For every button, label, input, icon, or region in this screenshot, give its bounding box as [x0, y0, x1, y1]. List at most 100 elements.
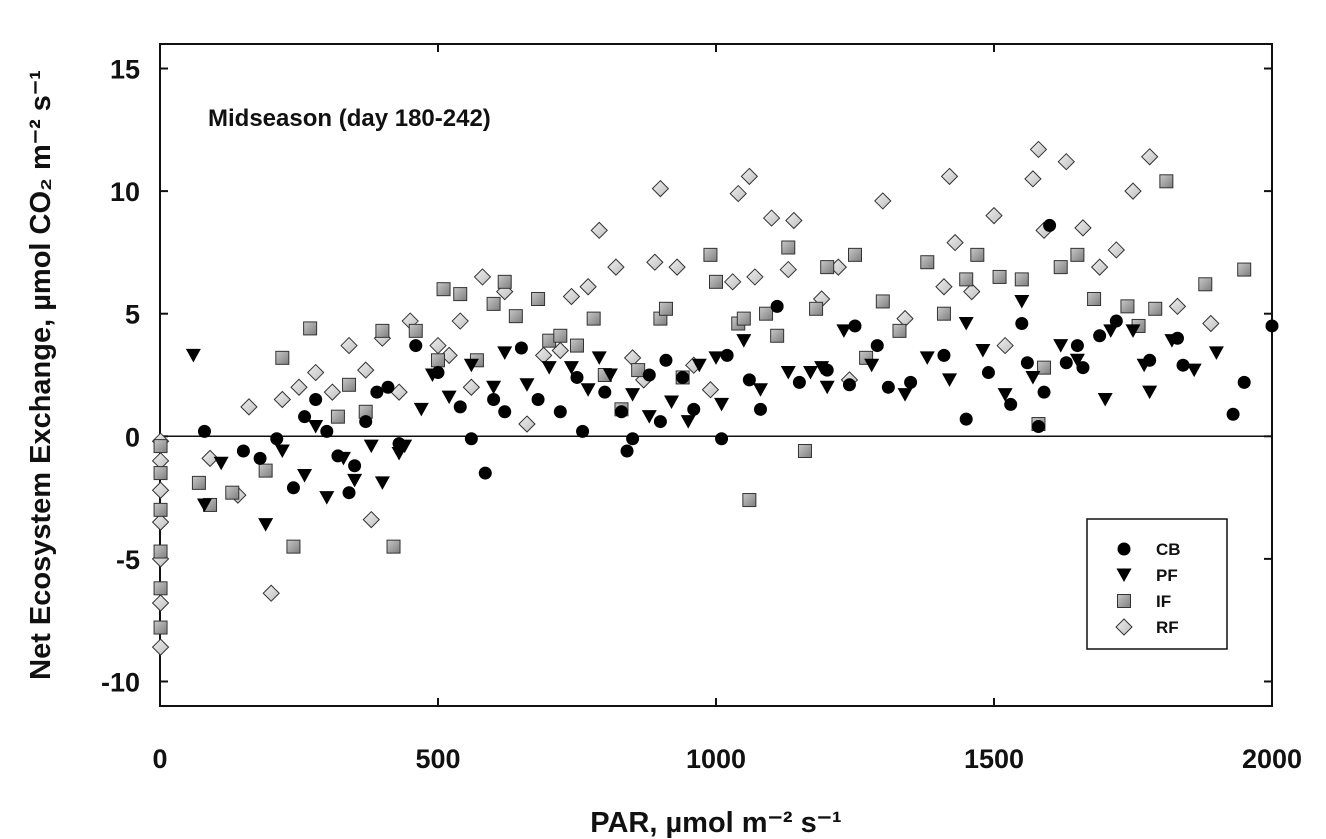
data-point-rf — [362, 510, 380, 529]
data-point-cb — [478, 466, 492, 480]
data-point-cb — [753, 402, 767, 416]
data-point-cb — [531, 393, 545, 407]
data-point-if — [1037, 360, 1052, 375]
data-point-rf — [579, 278, 597, 296]
data-point-rf — [323, 383, 342, 401]
legend-label-if: IF — [1156, 592, 1171, 611]
data-point-cb — [298, 410, 312, 424]
data-point-pf — [1142, 385, 1158, 400]
y-tick-label: 10 — [110, 177, 140, 207]
x-tick-label: 500 — [415, 744, 460, 774]
data-point-cb — [286, 481, 300, 495]
legend-label-rf: RF — [1156, 618, 1179, 637]
data-point-cb — [197, 424, 211, 438]
data-point-cb — [1226, 407, 1240, 421]
data-point-rf — [1124, 182, 1142, 200]
y-tick-label: -5 — [116, 545, 140, 575]
x-tick-label: 0 — [152, 744, 167, 774]
data-point-rf — [668, 258, 686, 276]
data-point-rf — [551, 341, 570, 360]
data-point-cb — [598, 385, 612, 399]
data-point-cb — [881, 380, 895, 394]
y-tick-label: 0 — [125, 422, 140, 452]
data-point-rf — [151, 594, 170, 612]
data-point-cb — [453, 400, 467, 414]
data-point-pf — [308, 419, 324, 434]
data-point-pf — [625, 388, 641, 402]
data-point-cb — [409, 339, 423, 353]
data-point-rf — [1029, 140, 1048, 159]
data-point-cb — [1059, 356, 1073, 370]
data-point-cb — [553, 405, 567, 419]
data-point-cb — [348, 459, 362, 473]
data-point-if — [1148, 301, 1163, 316]
data-point-pf — [958, 317, 974, 331]
data-point-pf — [374, 476, 390, 490]
data-point-if — [892, 323, 907, 338]
data-point-if — [191, 475, 206, 490]
data-point-pf — [942, 373, 958, 387]
data-point-if — [970, 247, 985, 262]
data-point-cb — [342, 486, 356, 500]
legend-marker-cb — [1117, 542, 1131, 556]
data-point-cb — [842, 378, 856, 392]
data-point-cb — [848, 319, 862, 333]
data-point-cb — [498, 405, 512, 419]
data-point-cb — [1015, 317, 1029, 331]
data-point-cb — [370, 385, 384, 399]
data-point-if — [1198, 277, 1213, 292]
annotation-midseason: Midseason (day 180-242) — [208, 105, 491, 132]
data-point-if — [1120, 299, 1135, 314]
data-point-if — [153, 502, 168, 517]
legend: CB PF IF RF — [1086, 518, 1228, 650]
data-point-rf — [462, 378, 481, 396]
data-point-rf — [1107, 241, 1126, 259]
data-point-cb — [676, 370, 690, 384]
data-point-rf — [1024, 170, 1042, 188]
data-point-cb — [820, 363, 834, 377]
data-point-if — [1159, 174, 1174, 189]
x-axis: 0 500 1000 1500 2000 — [152, 44, 1302, 774]
data-point-pf — [1053, 339, 1069, 353]
data-point-if — [508, 309, 523, 324]
data-point-pf — [519, 378, 535, 392]
data-point-cb — [253, 451, 267, 465]
data-point-rf — [740, 167, 759, 186]
data-point-cb — [514, 341, 528, 355]
data-point-pf — [541, 361, 557, 375]
data-point-if — [531, 291, 546, 306]
legend-box — [1086, 518, 1228, 650]
data-point-rf — [534, 346, 553, 365]
y-tick-label: 15 — [110, 55, 140, 85]
data-point-if — [286, 539, 301, 554]
data-point-cb — [937, 348, 951, 362]
data-point-if — [153, 544, 168, 559]
y-tick-label: 5 — [125, 300, 140, 330]
x-tick-label: 1500 — [964, 744, 1024, 774]
data-point-pf — [641, 410, 657, 424]
data-point-if — [797, 444, 812, 459]
data-point-cb — [381, 380, 395, 394]
data-point-if — [486, 296, 501, 311]
data-point-rf — [151, 638, 170, 656]
data-point-cb — [742, 373, 756, 387]
data-point-pf — [708, 351, 724, 365]
data-point-if — [386, 539, 401, 554]
data-point-if — [408, 323, 423, 338]
data-point-cb — [720, 348, 734, 362]
data-point-cb — [487, 393, 501, 407]
x-tick-label: 2000 — [1242, 744, 1302, 774]
data-point-rf — [607, 258, 625, 276]
data-point-rf — [1074, 219, 1092, 237]
data-point-pf — [213, 456, 229, 471]
legend-label-cb: CB — [1156, 540, 1181, 559]
data-point-if — [658, 301, 673, 316]
data-point-if — [736, 311, 751, 326]
data-point-if — [936, 306, 951, 321]
x-axis-label: PAR, µmol m⁻² s⁻¹ — [590, 807, 841, 839]
data-point-cb — [1143, 353, 1157, 367]
data-point-if — [153, 439, 168, 454]
data-point-rf — [723, 273, 742, 291]
legend-marker-rf — [1115, 618, 1133, 636]
